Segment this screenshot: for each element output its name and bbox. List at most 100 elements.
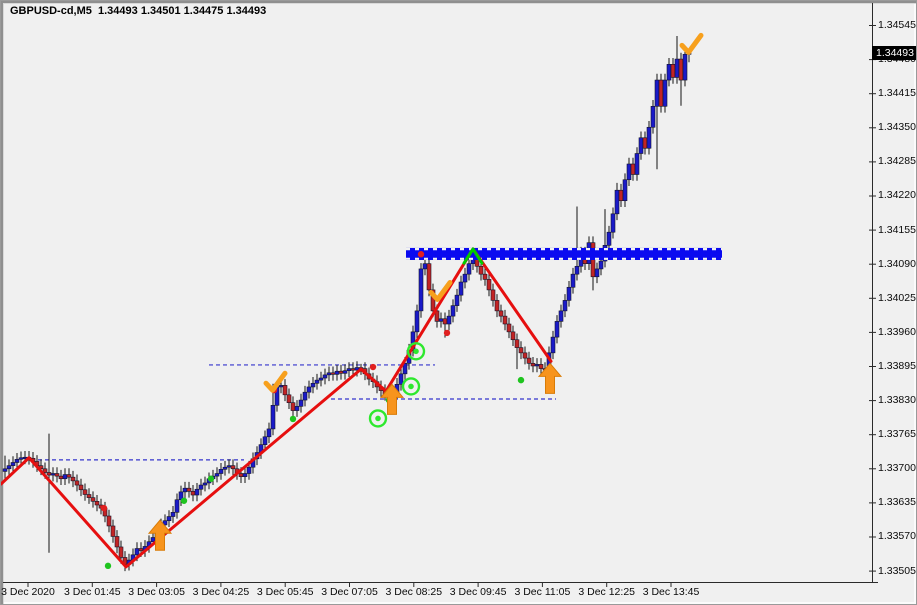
- candle: [342, 370, 348, 374]
- candle: [490, 289, 496, 301]
- candle: [186, 487, 192, 492]
- candle: [434, 310, 440, 322]
- candle: [682, 54, 688, 81]
- candle: [290, 402, 296, 411]
- signal-dot-green: [517, 376, 525, 384]
- candle: [346, 368, 352, 371]
- candle: [194, 488, 200, 496]
- signal-circle-center: [375, 415, 381, 422]
- candle: [218, 469, 224, 474]
- candle: [70, 476, 76, 482]
- signal-dot-red: [443, 329, 451, 337]
- candle: [506, 323, 512, 333]
- candle: [642, 137, 648, 149]
- signal-circle: [368, 409, 388, 428]
- candle: [90, 497, 96, 502]
- time-axis-label: 3 Dec 03:05: [128, 586, 185, 598]
- candle: [246, 466, 252, 474]
- zigzag-line: [1, 247, 553, 569]
- signal-circle: [406, 342, 426, 361]
- candle: [442, 318, 448, 325]
- candle: [678, 58, 684, 81]
- time-axis-label: 3 Dec 01:45: [63, 586, 121, 598]
- candle: [462, 273, 468, 283]
- candle: [622, 179, 628, 202]
- candle: [222, 466, 228, 470]
- candle: [350, 368, 356, 371]
- candle: [522, 352, 528, 359]
- candle: [418, 268, 424, 312]
- candle: [422, 263, 428, 270]
- signal-dot-green: [289, 415, 297, 423]
- candle: [282, 385, 288, 396]
- time-axis-label: 3 Dec 08:25: [385, 586, 443, 598]
- candle: [226, 465, 232, 468]
- candle: [634, 153, 640, 175]
- price-axis-label: 1.34220: [878, 189, 916, 202]
- price-axis-label: 1.33895: [878, 359, 916, 372]
- buy-arrow-icon: [379, 383, 405, 415]
- candle: [58, 475, 64, 480]
- time-axis-label: 3 Dec 2020: [1, 586, 55, 598]
- candle: [10, 462, 16, 466]
- signal-circle-center: [408, 383, 414, 390]
- candle: [570, 273, 576, 288]
- candle: [162, 520, 168, 526]
- chart-title: GBPUSD-cd,M5 1.34493 1.34501 1.34475 1.3…: [10, 5, 267, 17]
- candle: [62, 474, 68, 480]
- candle: [538, 364, 544, 369]
- price-axis-label: 1.34025: [878, 291, 916, 304]
- candle: [334, 370, 340, 375]
- candle: [638, 137, 644, 154]
- candle: [238, 473, 244, 477]
- candle: [606, 231, 612, 246]
- candle: [262, 436, 268, 445]
- candle: [518, 347, 524, 354]
- candle: [674, 58, 680, 78]
- candle: [486, 279, 492, 291]
- candle: [666, 64, 672, 81]
- candle: [454, 294, 460, 306]
- candle: [302, 391, 308, 401]
- candle: [82, 489, 88, 495]
- candle: [46, 472, 52, 476]
- candle: [270, 405, 276, 430]
- candle: [658, 79, 664, 107]
- candle: [670, 64, 676, 78]
- candle: [18, 457, 24, 460]
- candle: [294, 406, 300, 411]
- candle: [174, 499, 180, 513]
- candle: [662, 79, 668, 107]
- signal-dot-green: [207, 475, 215, 482]
- time-axis-label: 3 Dec 12:25: [578, 586, 635, 598]
- candle: [322, 374, 328, 379]
- price-axis-label: 1.34415: [878, 87, 916, 100]
- candle: [550, 336, 556, 354]
- candle: [310, 382, 316, 388]
- candle: [2, 468, 8, 472]
- candle: [594, 268, 600, 278]
- checkmark-icon: [428, 279, 453, 302]
- candle: [466, 263, 472, 275]
- candle: [230, 465, 236, 470]
- price-axis-label: 1.33830: [878, 394, 916, 407]
- candle: [398, 373, 404, 385]
- signal-dot-red: [369, 363, 377, 371]
- signal-circle-center: [413, 348, 419, 355]
- price-axis-label: 1.33765: [878, 428, 916, 441]
- candle: [54, 473, 60, 477]
- candle: [166, 516, 172, 522]
- candle: [426, 263, 432, 291]
- candle: [478, 265, 484, 275]
- buy-arrow-icon: [147, 519, 173, 551]
- price-axis-label: 1.34155: [878, 223, 916, 236]
- candle: [530, 363, 536, 367]
- candle: [330, 372, 336, 375]
- candle: [414, 310, 420, 333]
- candle: [114, 536, 120, 548]
- candle: [278, 385, 284, 388]
- signal-dot-green: [104, 562, 112, 570]
- candle: [214, 473, 220, 477]
